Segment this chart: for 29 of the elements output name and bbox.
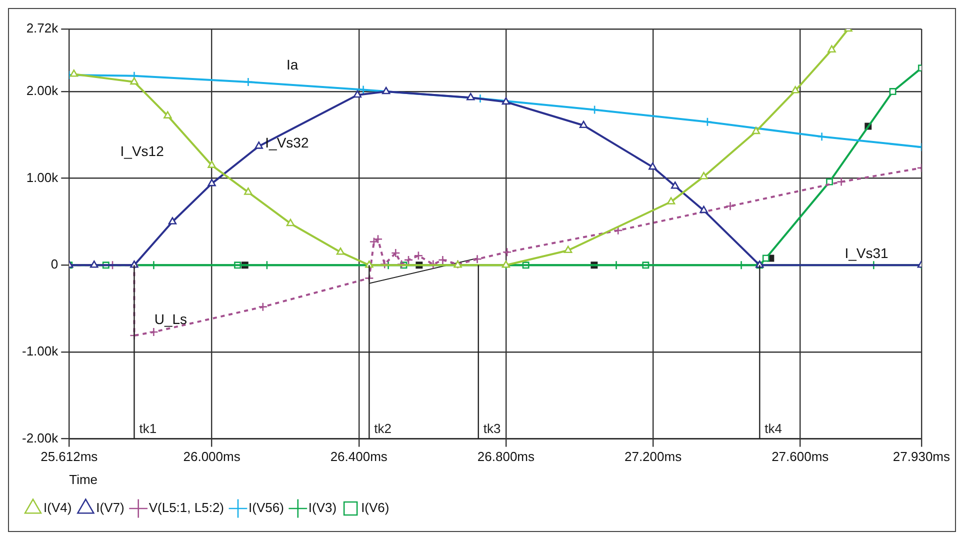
legend-label: I(V7) — [96, 500, 124, 516]
y-tick-label: 0 — [50, 256, 58, 272]
y-tick-label: -2.00k — [22, 430, 59, 446]
y-tick-label: 2.00k — [26, 83, 59, 98]
x-tick-label: 25.612ms — [40, 449, 98, 464]
x-tick-label: 26.800ms — [477, 449, 535, 464]
annotation: I_Vs32 — [265, 134, 309, 151]
annotation: U_Ls — [154, 310, 188, 327]
annotation: I_Vs31 — [844, 245, 889, 262]
ref-line-label: tk2 — [374, 420, 392, 436]
x-axis-title: Time — [69, 472, 98, 487]
x-tick-label: 27.930ms — [892, 449, 950, 464]
annotation: Ia — [286, 56, 298, 73]
ref-line-label: tk3 — [483, 420, 501, 436]
y-tick-label: 2.72k — [26, 20, 59, 36]
legend-label: I(V56) — [248, 500, 284, 516]
x-tick-label: 26.000ms — [183, 449, 241, 464]
ref-line-label: tk4 — [764, 420, 782, 436]
legend-label: V(L5:1, L5:2) — [148, 500, 224, 516]
annotation: I_Vs12 — [120, 142, 164, 159]
x-tick-label: 27.600ms — [772, 449, 830, 464]
x-tick-label: 27.200ms — [624, 449, 682, 464]
legend-label: I(V4) — [44, 500, 72, 516]
x-tick-label: 26.400ms — [330, 449, 388, 464]
ref-line-label: tk1 — [139, 420, 157, 436]
legend-label: I(V3) — [308, 500, 337, 516]
y-tick-label: -1.00k — [22, 344, 59, 359]
y-tick-label: 1.00k — [26, 170, 59, 185]
legend-label: I(V6) — [361, 500, 390, 516]
